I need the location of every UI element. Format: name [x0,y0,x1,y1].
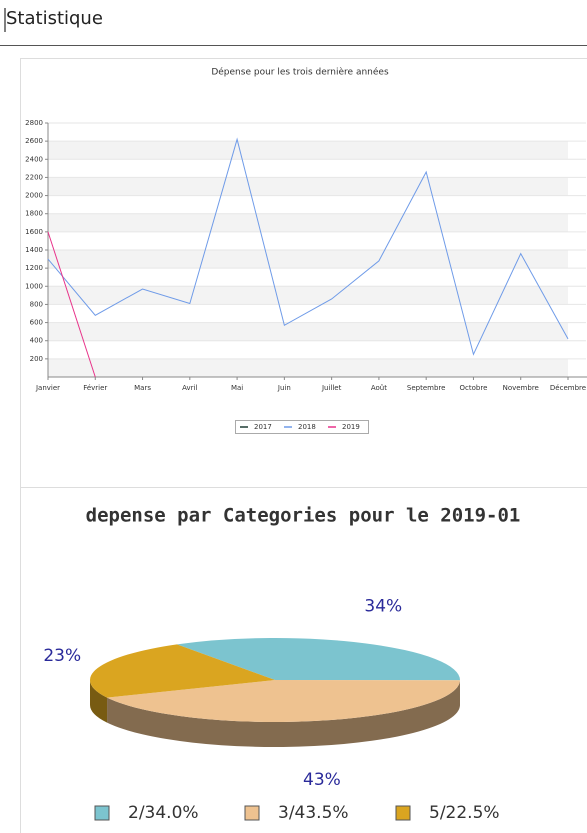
legend-label: 5/22.5% [429,803,500,823]
line-series [47,231,96,378]
grid-band [48,358,568,377]
x-tick-label: Janvier [35,384,60,392]
line-chart-title: Dépense pour les trois dernière années [211,67,389,78]
pie-slice [107,680,460,723]
y-tick-label: 1200 [25,264,43,272]
grid-band [48,286,568,305]
x-tick-label: Octobre [460,384,488,392]
x-tick-label: Décembre [550,384,586,392]
legend-swatch [94,805,110,821]
pie-slice [89,644,275,698]
legend-label: 2019 [342,423,360,431]
pie-side [107,680,460,747]
legend-label: 2/34.0% [128,803,199,823]
x-tick-label: Novembre [503,384,539,392]
x-tick-label: Septembre [407,384,446,392]
pie-side [90,680,108,723]
x-tick-label: Mars [134,384,151,392]
legend-label: 2018 [298,423,316,431]
y-tick-label: 2800 [25,119,43,127]
legend-label: 3/43.5% [278,803,349,823]
y-tick-label: 2000 [25,192,43,200]
line-series [47,137,569,356]
legend-label: 2017 [254,423,272,431]
y-tick-label: 600 [30,319,43,327]
y-tick-label: 1600 [25,228,43,236]
y-tick-label: 800 [30,300,43,308]
grid-band [48,250,568,269]
page-title: Statistique [6,8,103,29]
grid-band [48,213,568,232]
pie-slice [176,637,460,681]
pie-value-label: 23% [43,646,81,666]
y-tick-label: 400 [30,337,43,345]
y-tick-label: 1800 [25,210,43,218]
x-tick-label: Avril [182,384,197,392]
y-tick-label: 2600 [25,137,43,145]
y-tick-label: 2400 [25,155,43,163]
y-tick-label: 2200 [25,173,43,181]
pie-value-label: 34% [364,597,402,617]
pie-value-label: 43% [303,770,341,790]
grid-band [48,177,568,196]
legend-box [235,420,369,434]
pie-chart-title: depense par Categories pour le 2019-01 [86,505,521,527]
legend-swatch [244,805,260,821]
y-tick-label: 1000 [25,282,43,290]
x-tick-label: Juillet [321,384,342,392]
y-tick-label: 1400 [25,246,43,254]
x-tick-label: Juin [277,384,291,392]
legend-swatch [395,805,411,821]
y-tick-label: 200 [30,355,43,363]
grid-band [48,322,568,341]
x-tick-label: Février [83,384,107,392]
x-tick-label: Mai [231,384,243,392]
x-tick-label: Août [371,384,387,392]
grid-band [48,141,568,160]
